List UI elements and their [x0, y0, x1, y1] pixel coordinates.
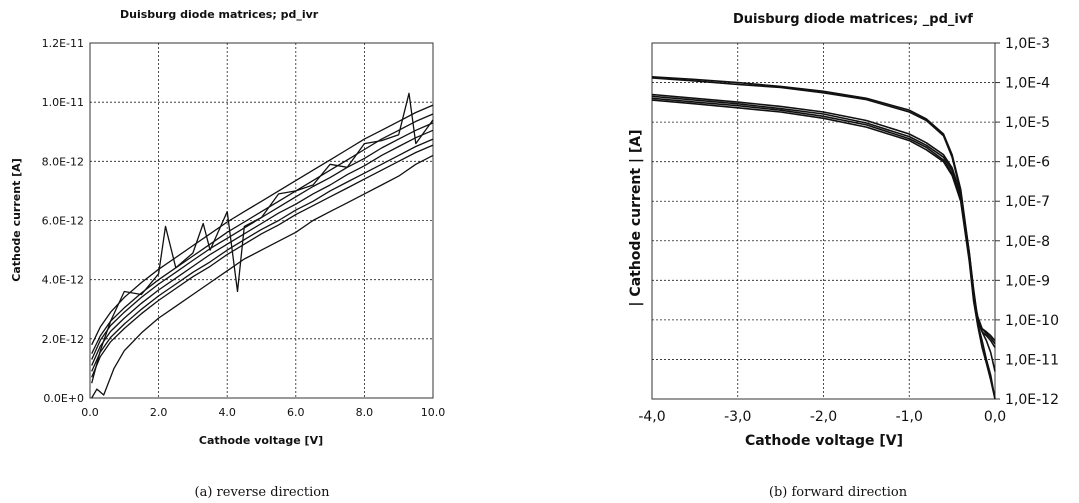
chart-b-title: Duisburg diode matrices; _pd_ivf: [733, 12, 973, 27]
chart-b-series-group: [651, 76, 996, 400]
chart-b-y-tick-label: 1,0E-8: [1005, 234, 1050, 250]
chart-a: Duisburg diode matrices; pd_ivr 0.0 2.0 4.…: [10, 8, 445, 500]
chart-a-x-tick-label: 0.0: [81, 406, 99, 419]
chart-a-y-tick-labels: 0.0E+0 2.0E-12 4.0E-12 6.0E-12 8.0E-12 1.0E-1…: [42, 37, 84, 405]
chart-a-x-tick-label: 2.0: [150, 406, 168, 419]
chart-a-y-tick-label: 6.0E-12: [42, 215, 84, 228]
chart-b-y-tick-label: 1,0E-3: [1005, 36, 1050, 52]
chart-a-x-tick-label: 8.0: [356, 406, 374, 419]
chart-b-y-tick-label: 1,0E-9: [1005, 273, 1050, 289]
chart-a-x-tick-label: 6.0: [287, 406, 305, 419]
chart-a-x-tick-label: 4.0: [218, 406, 236, 419]
chart-a-x-axis-label: Cathode voltage [V]: [199, 434, 323, 447]
chart-b-x-tick-label: -1,0: [896, 409, 923, 425]
chart-b-y-tick-label: 1,0E-12: [1005, 392, 1059, 408]
chart-a-y-tick-label: 4.0E-12: [42, 274, 84, 287]
chart-a-y-tick-label: 1.2E-11: [42, 37, 84, 50]
chart-b-y-tick-label: 1,0E-7: [1005, 194, 1050, 210]
chart-b-series-4-line: [651, 95, 996, 400]
chart-b-y-tick-label: 1,0E-6: [1005, 155, 1050, 171]
chart-a-y-axis-label: Cathode current [A]: [10, 158, 23, 281]
chart-b-x-tick-label: -3,0: [724, 409, 751, 425]
chart-b-y-tick-label: 1,0E-4: [1005, 76, 1050, 92]
chart-b-caption: (b) forward direction: [769, 485, 908, 500]
chart-b-y-tick-label: 1,0E-10: [1005, 313, 1059, 329]
chart-a-series-5-line: [91, 144, 434, 378]
chart-a-series-4-line: [91, 138, 434, 372]
chart-a-y-tick-label: 1.0E-11: [42, 96, 84, 109]
chart-b-grid: [652, 43, 995, 399]
chart-b-x-tick-label: 0,0: [984, 409, 1006, 425]
chart-a-series-2-line: [91, 122, 434, 360]
chart-b-x-tick-label: -2,0: [810, 409, 837, 425]
chart-b-y-tick-label: 1,0E-11: [1005, 352, 1059, 368]
chart-b-series-5-line: [651, 97, 996, 345]
chart-b-x-tick-label: -4,0: [638, 409, 665, 425]
chart-b-y-tick-label: 1,0E-5: [1005, 115, 1050, 131]
chart-a-series-group: [91, 92, 434, 399]
chart-b-y-axis-label: | Cathode current | [A]: [628, 129, 644, 306]
chart-a-title: Duisburg diode matrices; pd_ivr: [120, 8, 319, 21]
chart-b-series-3-line: [651, 93, 996, 348]
chart-a-plot-frame: [89, 42, 434, 399]
chart-a-series-6-line: [91, 92, 434, 384]
chart-a-x-tick-label: 10.0: [421, 406, 446, 419]
chart-a-y-tick-label: 8.0E-12: [42, 155, 84, 168]
chart-b-y-tick-labels: 1,0E-12 1,0E-11 1,0E-10 1,0E-9 1,0E-8 1,0E-7 1…: [995, 36, 1059, 408]
chart-b: Duisburg diode matrices; _pd_ivf -4,0 -3,…: [628, 12, 1059, 500]
chart-a-series-3-line: [91, 129, 434, 366]
chart-a-x-tick-labels: 0.0 2.0 4.0 6.0 8.0 10.0: [81, 406, 445, 419]
chart-a-y-tick-label: 2.0E-12: [42, 333, 84, 346]
chart-b-series-6-line: [651, 99, 996, 400]
chart-a-series-1-line: [91, 113, 434, 354]
chart-b-x-tick-labels: -4,0 -3,0 -2,0 -1,0 0,0: [638, 409, 1006, 425]
chart-a-series-7-line: [91, 104, 434, 346]
chart-a-y-tick-label: 0.0E+0: [43, 392, 84, 405]
chart-b-x-axis-label: Cathode voltage [V]: [745, 433, 903, 449]
chart-a-caption: (a) reverse direction: [195, 485, 331, 500]
chart-a-grid: [90, 43, 433, 398]
chart-a-series-8-line: [91, 154, 434, 399]
